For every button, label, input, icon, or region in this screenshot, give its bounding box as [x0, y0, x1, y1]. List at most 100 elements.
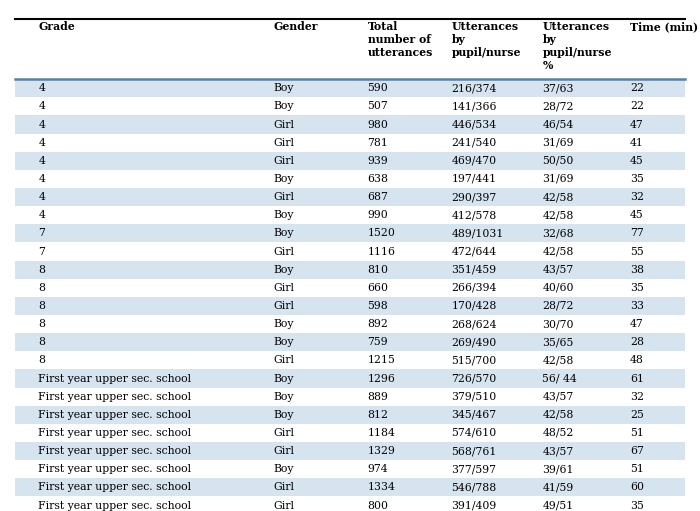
Text: 379/510: 379/510	[452, 391, 497, 402]
Text: 266/394: 266/394	[452, 283, 497, 293]
Text: 41: 41	[630, 137, 644, 148]
Text: Utterances
by
pupil/nurse: Utterances by pupil/nurse	[452, 21, 521, 58]
Text: 30/70: 30/70	[542, 319, 574, 329]
Text: Boy: Boy	[273, 464, 293, 474]
Text: 345/467: 345/467	[452, 410, 496, 420]
Text: 4: 4	[38, 156, 46, 166]
Text: Boy: Boy	[273, 337, 293, 347]
Bar	[15, 387, 685, 406]
Text: First year upper sec. school: First year upper sec. school	[38, 391, 192, 402]
Text: 43/57: 43/57	[542, 446, 574, 456]
Text: 759: 759	[368, 337, 388, 347]
Bar	[15, 352, 685, 369]
Text: 1296: 1296	[368, 374, 395, 384]
Text: Boy: Boy	[273, 210, 293, 220]
Text: 33: 33	[630, 301, 644, 311]
Text: 49/51: 49/51	[542, 500, 574, 510]
Text: Boy: Boy	[273, 228, 293, 239]
Text: 42/58: 42/58	[542, 410, 574, 420]
Text: 726/570: 726/570	[452, 374, 497, 384]
Text: Girl: Girl	[273, 283, 294, 293]
Text: 47: 47	[630, 120, 644, 130]
Bar	[15, 369, 685, 387]
Text: 574/610: 574/610	[452, 428, 497, 438]
Text: 35/65: 35/65	[542, 337, 574, 347]
Text: 40/60: 40/60	[542, 283, 574, 293]
Text: 42/58: 42/58	[542, 246, 574, 257]
Text: 598: 598	[368, 301, 388, 311]
Text: 507: 507	[368, 101, 388, 111]
Text: 141/366: 141/366	[452, 101, 497, 111]
Bar	[15, 297, 685, 315]
Text: Gender: Gender	[273, 21, 318, 33]
Bar	[15, 97, 685, 115]
Text: 7: 7	[38, 246, 46, 257]
Bar	[15, 170, 685, 188]
Text: Girl: Girl	[273, 120, 294, 130]
Text: 28: 28	[630, 337, 644, 347]
Bar	[15, 115, 685, 133]
Text: 39/61: 39/61	[542, 464, 574, 474]
Text: 32: 32	[630, 192, 644, 202]
Text: 8: 8	[38, 337, 46, 347]
Text: 22: 22	[630, 83, 644, 94]
Text: 8: 8	[38, 355, 46, 365]
Text: 31/69: 31/69	[542, 137, 574, 148]
Text: 351/459: 351/459	[452, 265, 496, 275]
Text: 990: 990	[368, 210, 388, 220]
Text: 8: 8	[38, 265, 46, 275]
Bar	[15, 152, 685, 170]
Text: First year upper sec. school: First year upper sec. school	[38, 482, 192, 493]
Text: 1520: 1520	[368, 228, 395, 239]
Text: 51: 51	[630, 428, 644, 438]
Text: Girl: Girl	[273, 137, 294, 148]
Text: 60: 60	[630, 482, 644, 493]
Bar	[15, 333, 685, 351]
Text: 4: 4	[38, 174, 46, 184]
Text: 45: 45	[630, 210, 644, 220]
Text: 50/50: 50/50	[542, 156, 574, 166]
Text: 1329: 1329	[368, 446, 395, 456]
Text: 472/644: 472/644	[452, 246, 496, 257]
Text: Time (min): Time (min)	[630, 21, 698, 33]
Text: 45: 45	[630, 156, 644, 166]
Text: 4: 4	[38, 210, 46, 220]
Text: 35: 35	[630, 500, 644, 510]
Text: 43/57: 43/57	[542, 265, 574, 275]
Text: 939: 939	[368, 156, 388, 166]
Bar	[15, 315, 685, 333]
Text: 32/68: 32/68	[542, 228, 574, 239]
Bar	[15, 224, 685, 243]
Bar	[15, 478, 685, 496]
Bar	[15, 206, 685, 224]
Bar	[15, 442, 685, 460]
Text: 1116: 1116	[368, 246, 395, 257]
Text: Boy: Boy	[273, 101, 293, 111]
Text: First year upper sec. school: First year upper sec. school	[38, 446, 192, 456]
Text: Girl: Girl	[273, 500, 294, 510]
Text: 469/470: 469/470	[452, 156, 496, 166]
Bar	[15, 406, 685, 424]
Text: 568/761: 568/761	[452, 446, 497, 456]
Text: 67: 67	[630, 446, 644, 456]
Text: Girl: Girl	[273, 482, 294, 493]
Text: 38: 38	[630, 265, 644, 275]
Text: First year upper sec. school: First year upper sec. school	[38, 410, 192, 420]
Text: 4: 4	[38, 101, 46, 111]
Text: 810: 810	[368, 265, 388, 275]
Text: Boy: Boy	[273, 265, 293, 275]
Text: 546/788: 546/788	[452, 482, 497, 493]
Text: 48: 48	[630, 355, 644, 365]
Text: 889: 889	[368, 391, 388, 402]
Text: 22: 22	[630, 101, 644, 111]
Text: 32: 32	[630, 391, 644, 402]
Text: 42/58: 42/58	[542, 355, 574, 365]
Text: First year upper sec. school: First year upper sec. school	[38, 374, 192, 384]
Text: 800: 800	[368, 500, 388, 510]
Text: 28/72: 28/72	[542, 101, 574, 111]
Text: Boy: Boy	[273, 319, 293, 329]
Text: 268/624: 268/624	[452, 319, 497, 329]
Text: 590: 590	[368, 83, 388, 94]
Text: First year upper sec. school: First year upper sec. school	[38, 464, 192, 474]
Text: 41/59: 41/59	[542, 482, 574, 493]
